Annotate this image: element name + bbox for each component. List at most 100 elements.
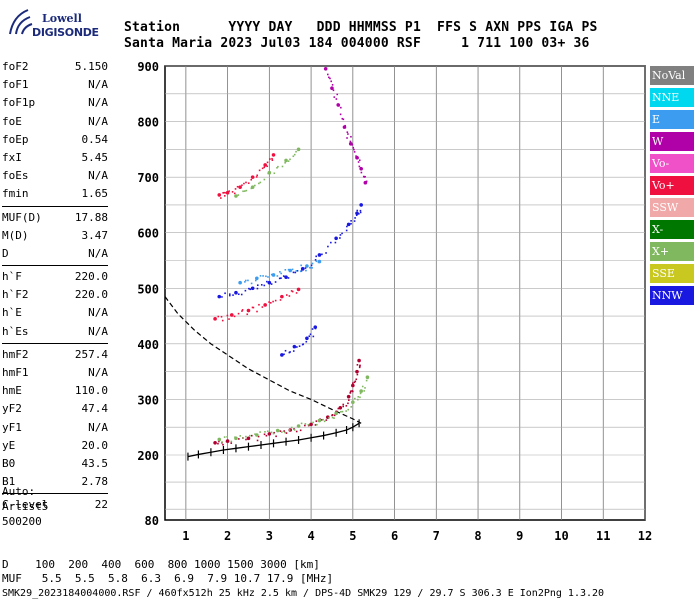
param-value: 257.4 [74, 347, 108, 361]
param-row-foe: foE N/A [2, 113, 108, 131]
echo-trace-dot [241, 309, 244, 311]
echo-trace-dot [310, 266, 312, 269]
echo-trace-dot [255, 176, 258, 178]
echo-trace-dot [273, 172, 276, 175]
echo-trace-dot [355, 155, 357, 157]
echo-point [313, 325, 318, 329]
echo-trace-dot [282, 275, 285, 277]
echo-trace-dot [236, 185, 239, 188]
echo-trace-dot [339, 234, 342, 236]
auto-line: 500200 [2, 515, 42, 528]
echo-trace-dot [345, 410, 347, 412]
echo-trace-dot [355, 214, 358, 217]
echo-trace-dot [352, 382, 354, 384]
auto-line: Artist5 [2, 500, 49, 513]
param-value: 5.150 [74, 60, 108, 73]
echo-trace-dot [331, 84, 334, 86]
echo-trace-dot [269, 158, 271, 160]
echo-trace-dot [339, 237, 341, 239]
echo-trace-dot [341, 117, 344, 120]
param-value: 20.0 [81, 438, 109, 452]
echo-trace-dot [296, 346, 298, 348]
echo-trace-dot [281, 431, 283, 433]
echo-trace-dot [239, 435, 242, 437]
param-key: h`Es [2, 324, 29, 338]
param-row-hmf2: hmF2 257.4 [2, 346, 108, 364]
param-value: N/A [88, 114, 108, 128]
echo-trace-dot [342, 118, 345, 121]
param-row-fxi: fxI 5.45 [2, 149, 108, 167]
echo-trace-dot [349, 140, 352, 143]
y-tick-label: 700 [137, 171, 159, 185]
echo-trace-dot [261, 167, 264, 170]
echo-trace-dot [257, 435, 260, 438]
param-row-fmin: fmin 1.65 [2, 185, 108, 203]
echo-point [267, 170, 272, 175]
param-row-hmf1: hmF1 N/A [2, 364, 108, 382]
echo-trace-dot [254, 184, 256, 187]
lowell-digisonde-logo: Lowell DIGISONDE [4, 6, 114, 46]
echo-trace-dot [309, 333, 312, 336]
echo-trace-dot [356, 209, 359, 212]
echo-point [284, 275, 288, 279]
echo-trace-dot [350, 222, 352, 225]
x-tick-label: 8 [474, 529, 481, 543]
echo-point [323, 66, 328, 71]
param-row-foep: foEp 0.54 [2, 131, 108, 149]
echo-point [250, 286, 255, 291]
echo-trace-dot [312, 335, 315, 338]
echo-point [336, 103, 341, 107]
param-divider [2, 205, 108, 207]
echo-trace-dot [284, 349, 287, 352]
echo-trace-dot [284, 269, 287, 271]
echo-trace-dot [314, 259, 317, 261]
echo-trace-dot [349, 392, 352, 394]
echo-trace-dot [259, 275, 262, 277]
param-row-b1: B1 2.78 [2, 473, 108, 491]
echo-trace-dot [364, 387, 366, 389]
echo-trace-dot [276, 166, 278, 169]
echo-trace-dot [357, 395, 360, 398]
param-row-mufd: MUF(D) 17.88 [2, 209, 108, 227]
header-row1: Station YYYY DAY DDD HHMMSS P1 FFS S AXN… [124, 20, 598, 35]
echo-trace-dot [350, 135, 352, 138]
echo-trace-dot [245, 435, 247, 438]
echo-trace-dot [349, 390, 352, 393]
echo-trace-dot [247, 182, 250, 184]
echo-trace-dot [240, 293, 243, 296]
echo-trace-dot [284, 161, 286, 164]
echo-trace-dot [244, 289, 247, 292]
echo-point [346, 394, 351, 399]
echo-trace-dot [345, 405, 348, 407]
echo-trace-dot [341, 410, 344, 413]
param-value: 17.88 [74, 210, 108, 224]
x-tick-label: 11 [596, 529, 610, 543]
param-key: yF2 [2, 402, 22, 416]
echo-trace-dot [340, 106, 342, 109]
echo-trace-dot [351, 390, 354, 392]
echo-trace-dot [295, 430, 298, 433]
echo-point [250, 185, 255, 189]
echo-trace-dot [256, 439, 259, 442]
echo-trace-dot [280, 272, 282, 275]
echo-trace-dot [328, 76, 330, 79]
echo-trace-dot [262, 275, 264, 277]
echo-trace-dot [321, 253, 323, 256]
polarization-legend: NoVal NNE E W Vo- Vo+ SSW X- X+ SSE NNW [650, 66, 694, 308]
echo-trace-dot [327, 245, 329, 248]
echo-trace-dot [357, 161, 360, 163]
param-key: hmE [2, 384, 22, 398]
echo-trace-dot [285, 294, 288, 296]
echo-point [250, 175, 255, 179]
echo-trace-dot [245, 181, 247, 184]
echo-point [271, 153, 276, 157]
echo-trace-dot [310, 264, 313, 267]
echo-trace-dot [226, 436, 228, 438]
echo-trace-dot [354, 397, 356, 400]
echo-trace-dot [221, 296, 223, 298]
echo-trace-dot [258, 182, 260, 185]
x-tick-label: 2 [224, 529, 231, 543]
echo-trace-dot [346, 137, 348, 139]
echo-trace-dot [245, 438, 247, 441]
echo-trace-dot [251, 306, 254, 309]
